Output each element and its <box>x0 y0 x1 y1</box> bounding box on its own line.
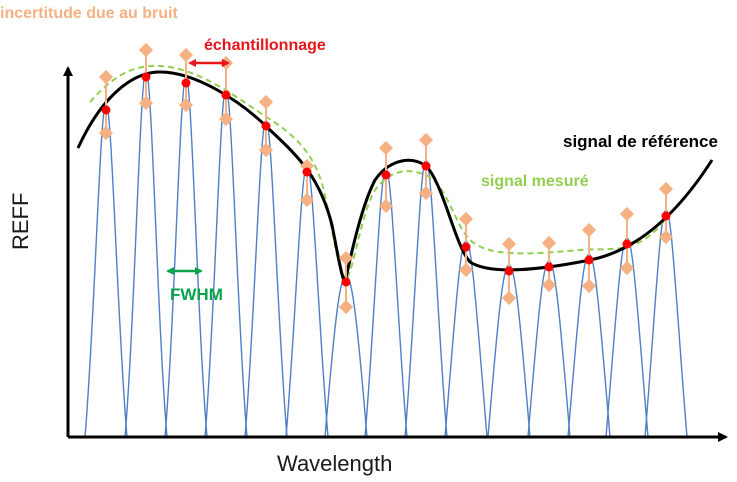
noise-marker-7-top <box>338 250 354 266</box>
noise-marker-1-top <box>98 69 114 85</box>
noise-marker-14-top <box>619 206 635 222</box>
noise-marker-10-top <box>458 211 474 227</box>
spectral-band-4 <box>204 88 248 438</box>
noise-marker-13-bottom <box>581 278 597 294</box>
noise-marker-15-bottom <box>658 229 674 245</box>
noise-marker-3-bottom <box>178 97 194 113</box>
noise-marker-2-bottom <box>138 95 154 111</box>
noise-marker-15-top <box>658 181 674 197</box>
noise-marker-13-top <box>581 222 597 238</box>
spectral-band-1 <box>84 103 128 438</box>
spectral-band-3 <box>164 76 208 438</box>
noise-marker-7-bottom <box>338 299 354 315</box>
spectral-band-9 <box>404 159 448 438</box>
noise-marker-9-bottom <box>418 185 434 201</box>
noise-marker-11-top <box>501 236 517 252</box>
sample-point-6 <box>302 167 312 177</box>
noise-marker-4-bottom <box>218 111 234 127</box>
sampling-label: échantillonnage <box>204 37 326 54</box>
sample-point-4 <box>221 90 231 100</box>
noise-marker-6-bottom <box>299 192 315 208</box>
sample-point-1 <box>101 105 111 115</box>
spectral-band-2 <box>124 70 168 438</box>
noise-marker-10-bottom <box>458 262 474 278</box>
noise-marker-14-bottom <box>619 260 635 276</box>
sample-point-7 <box>341 277 351 287</box>
spectral-band-5 <box>244 119 288 438</box>
x-axis-label: Wavelength <box>277 451 393 476</box>
noise-marker-3-top <box>178 47 194 63</box>
sample-point-9 <box>421 161 431 171</box>
sample-point-12 <box>544 262 554 272</box>
sample-point-3 <box>181 78 191 88</box>
noise-marker-5-top <box>258 94 274 110</box>
measured-signal-label: signal mesuré <box>481 173 589 190</box>
sample-point-8 <box>381 170 391 180</box>
measured-signal-curve <box>89 64 673 280</box>
sample-points <box>101 72 671 287</box>
noise-marker-5-bottom <box>258 142 274 158</box>
sample-point-5 <box>261 121 271 131</box>
noise-marker-12-bottom <box>541 277 557 293</box>
noise-marker-8-top <box>378 140 394 156</box>
sample-point-11 <box>504 266 514 276</box>
y-axis-label: REFF <box>8 192 33 250</box>
sample-point-10 <box>461 242 471 252</box>
fwhm-label: FWHM <box>170 285 223 304</box>
sample-point-14 <box>622 239 632 249</box>
noise-marker-11-bottom <box>501 290 517 306</box>
noise-marker-9-top <box>418 132 434 148</box>
sample-point-2 <box>141 72 151 82</box>
sample-point-13 <box>584 255 594 265</box>
noise-marker-12-top <box>541 235 557 251</box>
reference-signal-label: signal de référence <box>563 132 718 151</box>
spectral-bands <box>84 70 688 438</box>
noise-uncertainty-label: incertitude due au bruit <box>0 5 178 22</box>
noise-marker-2-top <box>138 42 154 58</box>
sample-point-15 <box>661 211 671 221</box>
noise-marker-8-bottom <box>378 198 394 214</box>
